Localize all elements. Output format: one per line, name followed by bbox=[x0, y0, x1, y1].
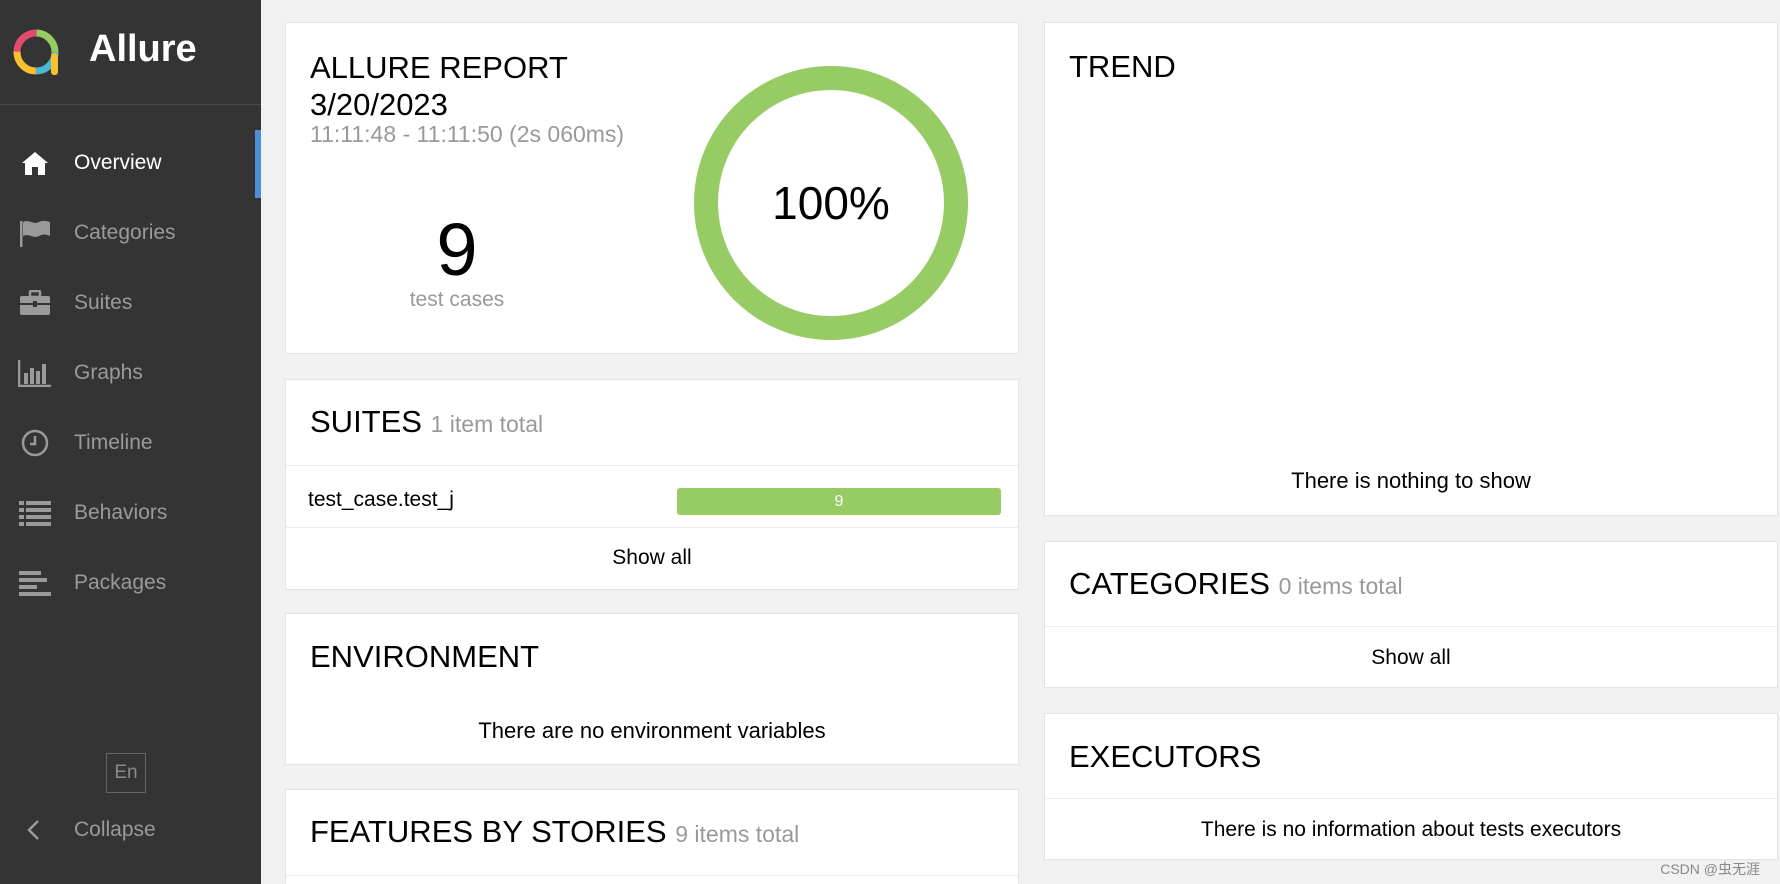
sidebar-item-label: Suites bbox=[74, 291, 133, 314]
donut-passed-arc bbox=[694, 66, 968, 340]
executors-widget: EXECUTORS There is no information about … bbox=[1044, 713, 1778, 860]
suite-name: test_case.test_j bbox=[308, 488, 454, 511]
sidebar-item-overview[interactable]: Overview bbox=[0, 128, 261, 198]
flag-icon bbox=[18, 218, 52, 248]
test-case-count: 9 bbox=[436, 208, 478, 291]
environment-title: ENVIRONMENT bbox=[310, 639, 540, 674]
sidebar-item-label: Behaviors bbox=[74, 501, 168, 524]
sidebar-item-suites[interactable]: Suites bbox=[0, 268, 261, 338]
clock-icon bbox=[18, 428, 52, 458]
executors-empty-text: There is no information about tests exec… bbox=[1200, 818, 1622, 841]
features-count: 9 items total bbox=[675, 821, 800, 847]
divider bbox=[286, 527, 1018, 528]
report-title: ALLURE REPORT 3/20/2023 bbox=[310, 49, 568, 123]
sidebar-item-timeline[interactable]: Timeline bbox=[0, 408, 261, 478]
overview-widget: ALLURE REPORT 3/20/2023 11:11:48 - 11:11… bbox=[285, 22, 1019, 354]
suites-title: SUITES bbox=[310, 404, 422, 439]
sidebar-item-label: Packages bbox=[74, 571, 167, 594]
sidebar-item-graphs[interactable]: Graphs bbox=[0, 338, 261, 408]
suites-widget: SUITES 1 item total test_case.test_j 9 S… bbox=[285, 379, 1019, 590]
allure-logo-icon bbox=[13, 29, 59, 75]
sidebar-item-packages[interactable]: Packages bbox=[0, 548, 261, 618]
bar-chart-icon bbox=[18, 358, 52, 388]
align-left-icon bbox=[18, 568, 52, 598]
chevron-left-icon bbox=[26, 818, 46, 842]
brand[interactable]: Allure bbox=[0, 0, 261, 105]
widget-title: CATEGORIES 0 items total bbox=[1069, 566, 1403, 602]
watermark: CSDN @虫无涯 bbox=[1660, 861, 1760, 877]
sidebar: Allure Overview Categories Suites Graphs bbox=[0, 0, 261, 884]
widget-title: FEATURES BY STORIES 9 items total bbox=[310, 814, 799, 850]
sidebar-item-categories[interactable]: Categories bbox=[0, 198, 261, 268]
divider bbox=[286, 465, 1018, 466]
environment-empty-text: There are no environment variables bbox=[478, 718, 826, 743]
home-icon bbox=[18, 148, 52, 178]
suites-count: 1 item total bbox=[430, 411, 544, 437]
sidebar-item-label: Categories bbox=[74, 221, 176, 244]
app-name: Allure bbox=[89, 28, 197, 70]
environment-widget: ENVIRONMENT There are no environment var… bbox=[285, 613, 1019, 765]
suites-show-all-link[interactable]: Show all bbox=[612, 546, 692, 569]
trend-empty-text: There is nothing to show bbox=[1291, 468, 1531, 493]
test-case-count-label: test cases bbox=[409, 288, 505, 311]
divider bbox=[286, 875, 1018, 876]
sidebar-item-label: Timeline bbox=[74, 431, 153, 454]
categories-widget: CATEGORIES 0 items total Show all bbox=[1044, 541, 1778, 688]
sidebar-item-label: Graphs bbox=[74, 361, 143, 384]
pass-rate-donut[interactable] bbox=[689, 61, 973, 345]
categories-show-all-link[interactable]: Show all bbox=[1371, 646, 1451, 669]
report-time-range: 11:11:48 - 11:11:50 (2s 060ms) bbox=[310, 121, 625, 147]
sidebar-item-behaviors[interactable]: Behaviors bbox=[0, 478, 261, 548]
pass-rate-label: 100% bbox=[772, 177, 890, 229]
features-widget: FEATURES BY STORIES 9 items total bbox=[285, 789, 1019, 884]
executors-title: EXECUTORS bbox=[1069, 739, 1262, 774]
collapse-label: Collapse bbox=[74, 818, 156, 841]
sidebar-nav: Overview Categories Suites Graphs Timeli… bbox=[0, 128, 261, 618]
features-title: FEATURES BY STORIES bbox=[310, 814, 667, 849]
table-row[interactable]: test_case.test_j 9 bbox=[286, 468, 1018, 530]
categories-count: 0 items total bbox=[1278, 573, 1403, 599]
briefcase-icon bbox=[18, 288, 52, 318]
categories-title: CATEGORIES bbox=[1069, 566, 1270, 601]
list-icon bbox=[18, 498, 52, 528]
collapse-button[interactable]: Collapse bbox=[0, 810, 261, 850]
divider bbox=[1045, 626, 1777, 627]
trend-title: TREND bbox=[1069, 49, 1176, 84]
divider bbox=[1045, 798, 1777, 799]
report-title-line: ALLURE REPORT bbox=[310, 50, 568, 85]
suite-status-bar: 9 bbox=[677, 488, 1001, 515]
trend-widget: TREND There is nothing to show bbox=[1044, 22, 1778, 516]
report-date: 3/20/2023 bbox=[310, 87, 448, 122]
language-button[interactable]: En bbox=[106, 753, 146, 793]
sidebar-item-label: Overview bbox=[74, 151, 162, 174]
widget-title: SUITES 1 item total bbox=[310, 404, 543, 440]
